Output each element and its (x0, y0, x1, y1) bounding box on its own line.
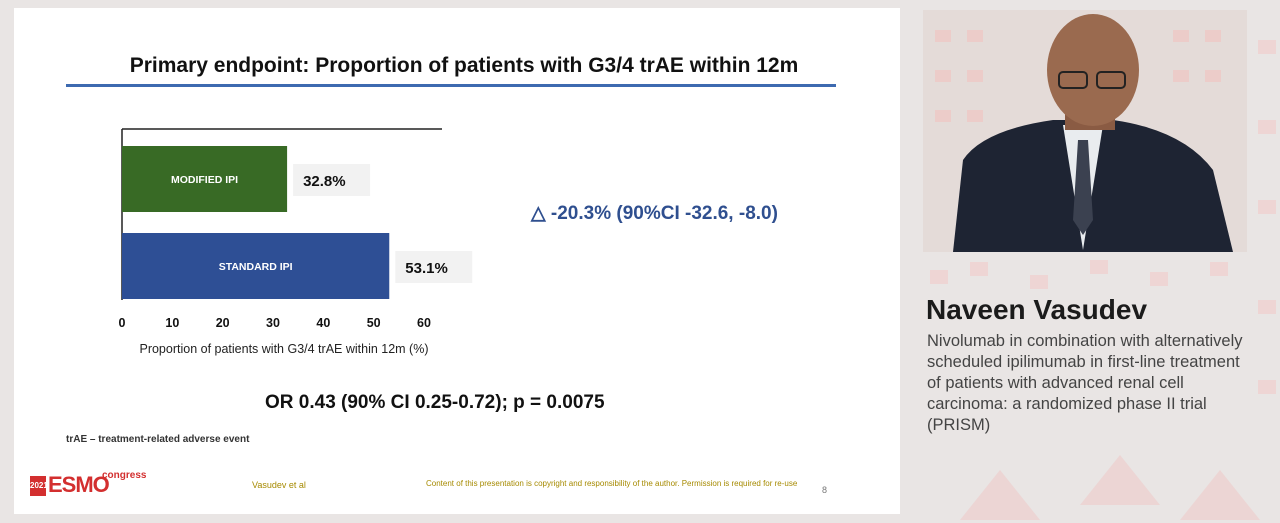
data-label: 53.1% (405, 260, 448, 277)
author-credit: Vasudev et al (252, 480, 306, 490)
x-tick-label: 60 (417, 316, 431, 330)
data-label-box (395, 251, 473, 283)
x-tick-label: 50 (367, 316, 381, 330)
bar-category-label: STANDARD IPI (219, 261, 293, 273)
talk-title: Nivolumab in combination with alternativ… (927, 332, 1243, 434)
data-label: 32.8% (303, 173, 346, 190)
x-axis-label: Proportion of patients with G3/4 trAE wi… (139, 342, 428, 356)
logo-year: 2021 (30, 476, 48, 496)
bar-category-label: MODIFIED IPI (171, 174, 238, 186)
title-underline (66, 84, 836, 87)
presentation-slide: Primary endpoint: Proportion of patients… (14, 8, 900, 514)
logo-suffix: congress (102, 470, 147, 481)
slide-title: Primary endpoint: Proportion of patients… (129, 54, 799, 77)
data-label-box (293, 164, 371, 196)
speaker-silhouette (923, 10, 1247, 252)
speaker-video (923, 10, 1247, 252)
odds-ratio-text: OR 0.43 (90% CI 0.25-0.72); p = 0.0075 (265, 392, 605, 413)
bar-modified-ipi (122, 146, 288, 212)
esmo-congress-logo: 2021 ESMO congress (28, 470, 148, 498)
x-tick-label: 40 (316, 316, 330, 330)
copyright-notice: Content of this presentation is copyrigh… (426, 479, 798, 488)
difference-text: △ -20.3% (90%CI -32.6, -8.0) (531, 203, 778, 224)
logo-name: ESMO (48, 472, 110, 497)
page-number: 8 (822, 485, 828, 495)
bar-standard-ipi (122, 233, 390, 299)
footnote: trAE – treatment-related adverse event (66, 434, 250, 445)
bar-chart: MODIFIED IPI 32.8% STANDARD IPI 53.1% 0 10 20 3… (119, 128, 473, 356)
speaker-name: Naveen Vasudev (926, 294, 1148, 325)
x-tick-label: 30 (266, 316, 280, 330)
x-tick-label: 0 (119, 316, 126, 330)
x-tick-label: 20 (216, 316, 230, 330)
x-tick-label: 10 (165, 316, 179, 330)
